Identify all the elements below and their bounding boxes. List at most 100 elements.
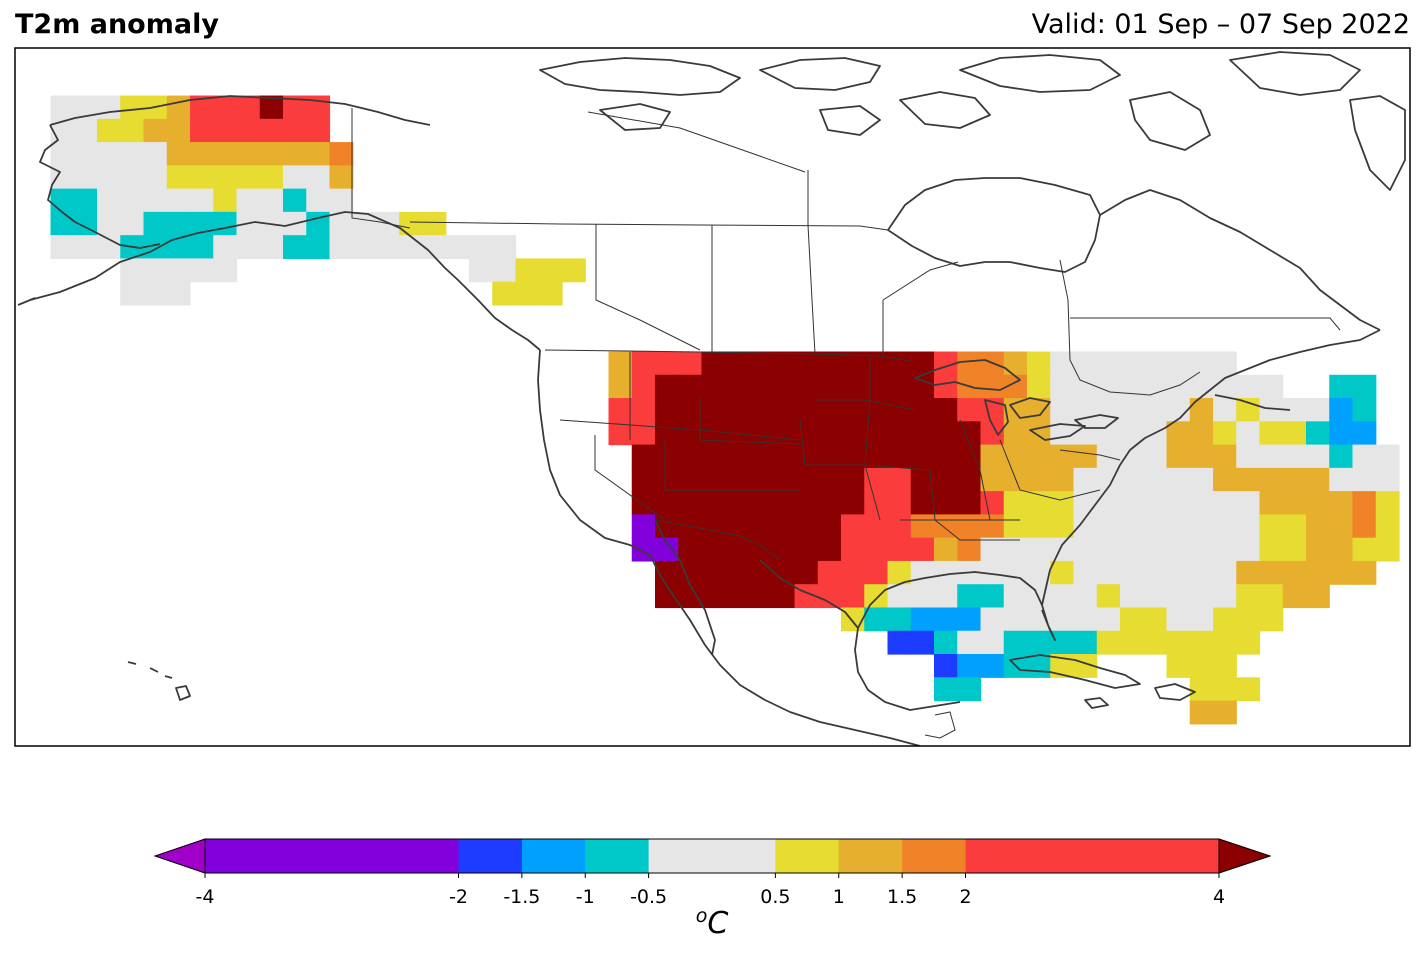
anomaly-cell bbox=[701, 584, 726, 609]
anomaly-cell bbox=[934, 607, 958, 632]
anomaly-cell bbox=[934, 677, 958, 702]
anomaly-cell bbox=[538, 281, 563, 306]
anomaly-cell bbox=[841, 421, 865, 446]
anomaly-cell bbox=[771, 398, 796, 422]
anomaly-cell bbox=[887, 514, 912, 539]
anomaly-cell bbox=[910, 584, 935, 609]
anomaly-cell bbox=[817, 514, 842, 539]
anomaly-cell bbox=[980, 467, 1005, 492]
anomaly-cell bbox=[934, 467, 958, 492]
anomaly-cell bbox=[143, 188, 168, 213]
anomaly-cell bbox=[73, 118, 98, 143]
anomaly-cell bbox=[887, 607, 912, 632]
anomaly-cell bbox=[259, 235, 284, 260]
anomaly-cell bbox=[1050, 421, 1075, 446]
anomaly-cell bbox=[1189, 421, 1214, 446]
anomaly-cell bbox=[817, 398, 842, 422]
anomaly-cell bbox=[1189, 444, 1214, 469]
anomaly-cell bbox=[631, 351, 656, 376]
anomaly-cell bbox=[120, 281, 145, 306]
anomaly-cell bbox=[1282, 421, 1307, 446]
anomaly-cell bbox=[631, 398, 656, 422]
anomaly-cell bbox=[817, 421, 842, 446]
anomaly-cell bbox=[1050, 514, 1075, 539]
anomaly-cell bbox=[1120, 607, 1144, 632]
anomaly-cell bbox=[1306, 444, 1330, 469]
anomaly-cell bbox=[957, 491, 982, 515]
anomaly-cell bbox=[1236, 537, 1261, 562]
anomaly-cell bbox=[655, 560, 679, 585]
anomaly-cell bbox=[1050, 584, 1075, 609]
anomaly-cell bbox=[1189, 584, 1214, 609]
anomaly-cell bbox=[1259, 560, 1284, 585]
anomaly-cell bbox=[1329, 491, 1354, 515]
anomaly-cell bbox=[422, 211, 447, 236]
anomaly-cell bbox=[97, 235, 121, 260]
anomaly-cell bbox=[1259, 444, 1284, 469]
anomaly-cell bbox=[236, 188, 261, 213]
anomaly-cell bbox=[1096, 351, 1121, 376]
anomaly-cell bbox=[213, 188, 238, 213]
anomaly-cell bbox=[1282, 560, 1307, 585]
anomaly-cell bbox=[73, 165, 98, 190]
anomaly-cell bbox=[1213, 351, 1237, 376]
anomaly-cell bbox=[1143, 467, 1168, 492]
anomaly-cell bbox=[771, 537, 796, 562]
anomaly-cell bbox=[97, 95, 121, 120]
anomaly-cell bbox=[1282, 467, 1307, 492]
anomaly-cell bbox=[1166, 584, 1191, 609]
anomaly-cell bbox=[306, 188, 331, 213]
anomaly-cell bbox=[1166, 467, 1191, 492]
anomaly-cell bbox=[748, 584, 772, 609]
anomaly-cell bbox=[1282, 514, 1307, 539]
anomaly-cell bbox=[1259, 467, 1284, 492]
anomaly-cell bbox=[469, 258, 493, 283]
anomaly-cell bbox=[1166, 560, 1191, 585]
anomaly-cell bbox=[97, 165, 121, 190]
anomaly-cell bbox=[1073, 560, 1098, 585]
anomaly-cell bbox=[748, 374, 772, 399]
anomaly-cell bbox=[329, 165, 354, 190]
anomaly-cell bbox=[1282, 537, 1307, 562]
anomaly-cell bbox=[1003, 421, 1028, 446]
anomaly-cell bbox=[1027, 351, 1051, 376]
anomaly-cell bbox=[864, 514, 889, 539]
anomaly-cell bbox=[701, 560, 726, 585]
anomaly-cell bbox=[1050, 444, 1075, 469]
anomaly-cell bbox=[887, 491, 912, 515]
anomaly-cell bbox=[701, 444, 726, 469]
anomaly-cell bbox=[1282, 491, 1307, 515]
anomaly-cell bbox=[1282, 444, 1307, 469]
anomaly-cell bbox=[980, 537, 1005, 562]
anomaly-cell bbox=[724, 584, 749, 609]
anomaly-cell bbox=[817, 351, 842, 376]
anomaly-cell bbox=[1027, 421, 1051, 446]
anomaly-cell bbox=[841, 467, 865, 492]
anomaly-cell bbox=[608, 421, 633, 446]
anomaly-cell bbox=[1189, 654, 1214, 678]
map-title: T2m anomaly bbox=[15, 9, 219, 40]
anomaly-cell bbox=[166, 165, 191, 190]
anomaly-cell bbox=[1027, 374, 1051, 399]
anomaly-cell bbox=[50, 142, 75, 166]
anomaly-cell bbox=[864, 607, 889, 632]
anomaly-cell bbox=[1189, 607, 1214, 632]
anomaly-cell bbox=[1003, 491, 1028, 515]
anomaly-cell bbox=[1073, 374, 1098, 399]
anomaly-cell bbox=[841, 584, 865, 609]
anomaly-cell bbox=[1306, 514, 1330, 539]
anomaly-cell bbox=[1073, 351, 1098, 376]
anomaly-cell bbox=[1236, 374, 1261, 399]
anomaly-cell bbox=[934, 421, 958, 446]
anomaly-cell bbox=[910, 444, 935, 469]
anomaly-cell bbox=[910, 537, 935, 562]
anomaly-cell bbox=[1189, 514, 1214, 539]
anomaly-cell bbox=[166, 95, 191, 120]
anomaly-cell bbox=[190, 188, 214, 213]
anomaly-cell bbox=[934, 630, 958, 655]
anomaly-cell bbox=[1329, 421, 1354, 446]
anomaly-cell bbox=[1329, 537, 1354, 562]
anomaly-cell bbox=[283, 95, 307, 120]
anomaly-cell bbox=[910, 630, 935, 655]
anomaly-cell bbox=[1096, 374, 1121, 399]
